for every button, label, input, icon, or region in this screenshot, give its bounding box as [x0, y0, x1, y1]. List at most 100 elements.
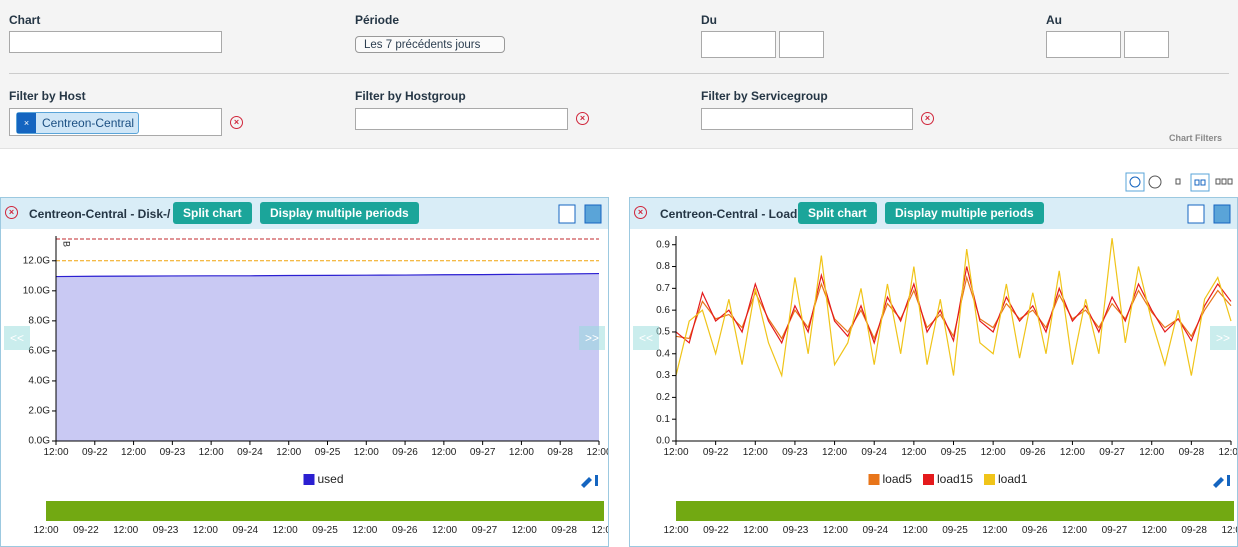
- prev-button[interactable]: <<: [4, 326, 30, 350]
- navigator-tick-label: 12:00: [982, 525, 1007, 536]
- info-icon: [1227, 475, 1230, 486]
- navigator-tick-label: 12:00: [743, 525, 768, 536]
- navigator-tick-label: 09-22: [73, 525, 99, 536]
- tag-remove[interactable]: ×: [17, 113, 36, 133]
- close-icon[interactable]: ×: [634, 206, 647, 219]
- panel-title: Chart Filters: [1169, 133, 1223, 143]
- date-input[interactable]: [1046, 31, 1121, 58]
- clear-icon[interactable]: ×: [230, 116, 243, 129]
- legend-swatch: [923, 474, 934, 485]
- x-tick-label: 12:00: [586, 447, 608, 458]
- navigator-tick-label: 12:00: [512, 525, 537, 536]
- image-icon[interactable]: [1213, 204, 1231, 224]
- timer-icon[interactable]: [1148, 175, 1162, 189]
- y-unit: B: [62, 241, 72, 247]
- refresh-icon: [1129, 176, 1141, 188]
- y-tick-label: 0.5: [656, 327, 670, 338]
- time-input[interactable]: [1124, 31, 1169, 58]
- navigator-tick-label: 12:00: [193, 525, 218, 536]
- filter-panel: Chart Période Les 7 précédents jours Du …: [0, 0, 1238, 149]
- navigator-tick-label: 12:00: [903, 525, 928, 536]
- host-tag[interactable]: × Centreon-Central: [16, 112, 140, 134]
- x-tick-label: 09-22: [82, 447, 108, 458]
- legend-swatch: [303, 474, 315, 485]
- label: Filter by Hostgroup: [355, 89, 466, 103]
- separator: [9, 73, 1229, 74]
- csv-icon[interactable]: [558, 204, 576, 224]
- refresh-button[interactable]: [1125, 172, 1145, 192]
- navigator-tick-label: 09-26: [1022, 525, 1048, 536]
- clear-icon[interactable]: ×: [921, 112, 934, 125]
- y-tick-label: 0.9: [656, 239, 670, 250]
- y-tick-label: 4.0G: [28, 376, 50, 387]
- next-button[interactable]: >>: [579, 326, 605, 350]
- y-tick-label: 0.8: [656, 261, 670, 272]
- navigator: [676, 501, 1234, 521]
- area-line: [55, 272, 600, 278]
- time-input[interactable]: [779, 31, 824, 58]
- chart-input[interactable]: [9, 31, 222, 53]
- line: [675, 266, 1232, 345]
- navigator-tick-label: 09-27: [1102, 525, 1128, 536]
- csv-icon[interactable]: [1187, 204, 1205, 224]
- navigator-tick-label: 09-28: [1181, 525, 1207, 536]
- x-tick-label: 09-26: [392, 447, 418, 458]
- label: Chart: [9, 13, 41, 27]
- y-tick-label: 0.0G: [28, 436, 50, 447]
- close-icon[interactable]: ×: [5, 206, 18, 219]
- split-button[interactable]: Split chart: [173, 202, 252, 224]
- info-icon: [595, 475, 598, 486]
- navigator-tick-label: 09-26: [392, 525, 418, 536]
- y-tick-label: 8.0G: [28, 315, 50, 326]
- hostgroup-input[interactable]: [355, 108, 568, 130]
- y-tick-label: 0.3: [656, 370, 670, 381]
- x-tick-label: 09-24: [237, 447, 263, 458]
- panel-header: × Centreon-Central - Load Split chart Di…: [630, 198, 1237, 229]
- navigator-tick-label: 12:00: [432, 525, 457, 536]
- x-tick-label: 09-25: [315, 447, 341, 458]
- periods-button[interactable]: Display multiple periods: [260, 202, 419, 224]
- chart: B 0.0G 2.0G 4.0G 6.0G 8.0G 10.0G 12.0G 12:00 12:0…: [23, 236, 608, 536]
- period-select[interactable]: Les 7 précédents jours: [355, 36, 505, 53]
- split-button[interactable]: Split chart: [798, 202, 877, 224]
- date-input[interactable]: [701, 31, 776, 58]
- navigator-tick-label: 09-22: [703, 525, 729, 536]
- clear-icon[interactable]: ×: [576, 112, 589, 125]
- y-tick-label: 12.0G: [23, 255, 50, 266]
- navigator-tick-label: 12:00: [1142, 525, 1167, 536]
- y-tick-label: 0.4: [656, 348, 670, 359]
- layout-3[interactable]: [1215, 178, 1221, 185]
- chart-title: Centreon-Central - Load: [660, 207, 798, 221]
- export-icons: [1187, 204, 1231, 224]
- servicegroup-input[interactable]: [701, 108, 913, 130]
- x-tick-label: 12:00: [1139, 447, 1164, 458]
- edit-icon[interactable]: [1213, 477, 1224, 488]
- layout-2[interactable]: [1190, 173, 1210, 192]
- legend-swatch: [984, 474, 995, 485]
- navigator: [46, 501, 604, 521]
- x-tick-label: 09-22: [703, 447, 729, 458]
- periods-button[interactable]: Display multiple periods: [885, 202, 1044, 224]
- navigator-tick-label: 09-24: [862, 525, 888, 536]
- next-button[interactable]: >>: [1210, 326, 1236, 350]
- navigator-tick-label: 12:00: [823, 525, 848, 536]
- x-tick-label: 12:00: [822, 447, 847, 458]
- label: Filter by Host: [9, 89, 86, 103]
- line: [675, 275, 1232, 341]
- area: [56, 273, 599, 441]
- x-tick-label: 12:00: [1218, 447, 1237, 458]
- panel-header: × Centreon-Central - Disk-/ Split chart …: [1, 198, 608, 229]
- x-tick-label: 12:00: [354, 447, 379, 458]
- edit-icon[interactable]: [581, 477, 592, 488]
- chart-title: Centreon-Central - Disk-/: [29, 207, 171, 221]
- navigator-tick-label: 09-25: [942, 525, 968, 536]
- x-tick-label: 12:00: [276, 447, 301, 458]
- navigator-tick-label: 09-25: [312, 525, 338, 536]
- layout-1[interactable]: [1175, 178, 1181, 185]
- y-tick-label: 0.7: [656, 283, 670, 294]
- prev-button[interactable]: <<: [633, 326, 659, 350]
- host-input[interactable]: × Centreon-Central: [9, 108, 222, 136]
- x-tick-label: 09-26: [1020, 447, 1046, 458]
- image-icon[interactable]: [584, 204, 602, 224]
- x-tick-label: 12:00: [663, 447, 688, 458]
